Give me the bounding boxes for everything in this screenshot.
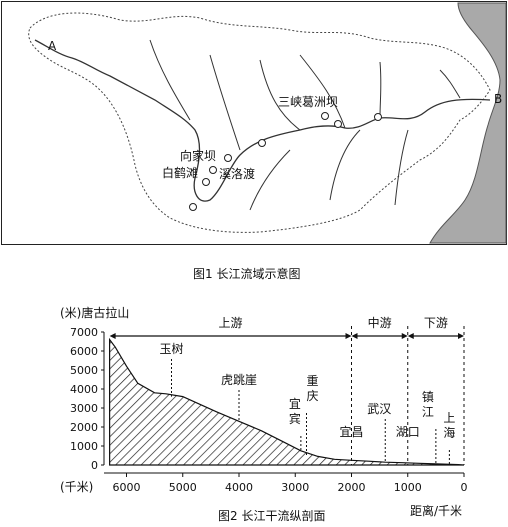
point-a-label: A bbox=[48, 39, 57, 53]
section-arrow-right bbox=[345, 333, 352, 339]
figure1-caption: 图1 长江流域示意图 bbox=[193, 267, 301, 281]
station-middle bbox=[258, 139, 266, 147]
section-arrow-right bbox=[401, 333, 408, 339]
section-label: 上游 bbox=[219, 316, 243, 330]
station-south bbox=[189, 203, 197, 211]
tributary bbox=[394, 129, 409, 206]
section-arrow-left bbox=[109, 333, 116, 339]
y-tick-label: 7000 bbox=[70, 326, 98, 339]
site-label-shanghai: 上海 bbox=[443, 411, 455, 440]
station-xiluodu bbox=[209, 166, 217, 174]
site-label-chongqing: 重庆 bbox=[306, 374, 318, 403]
x-tick-label: 4000 bbox=[225, 481, 253, 494]
tributary bbox=[149, 39, 191, 121]
y-tick-label: 2000 bbox=[70, 421, 98, 434]
tributary bbox=[329, 129, 361, 201]
x-tick-label: 5000 bbox=[169, 481, 197, 494]
site-label-wuhan: 武汉 bbox=[367, 402, 391, 416]
label-xiluodu: 溪洛渡 bbox=[219, 166, 255, 181]
sea-area bbox=[429, 2, 507, 244]
site-label-yushu: 玉树 bbox=[159, 341, 183, 356]
y-tick-label: 1000 bbox=[70, 440, 98, 453]
basin-map: A B 三峡葛洲坝 向家坝 白鹤滩 溪洛渡 bbox=[1, 1, 507, 245]
y-tick-label: 0 bbox=[91, 459, 98, 472]
map-frame bbox=[1, 1, 507, 245]
station-xiangjiaba bbox=[224, 154, 232, 162]
section-arrow-right bbox=[458, 333, 464, 339]
tributary bbox=[249, 149, 291, 211]
profile-chart: 7000 6000 5000 4000 3000 2000 1000 0 6000 5000 400… bbox=[60, 305, 468, 518]
basin-map-panel: A B 三峡葛洲坝 向家坝 白鹤滩 溪洛渡 图1 长江流域示意图 bbox=[0, 0, 508, 281]
profile-panel: 7000 6000 5000 4000 3000 2000 1000 0 6000 5000 400… bbox=[0, 300, 508, 523]
station-gezhouba bbox=[334, 120, 342, 128]
station-three-gorges bbox=[321, 112, 329, 120]
tributary bbox=[259, 59, 301, 131]
label-baihetan: 白鹤滩 bbox=[162, 165, 198, 180]
site-label-hukou: 湖口 bbox=[396, 424, 420, 439]
site-label-zhenjiang: 镇江 bbox=[422, 390, 434, 419]
x-tick-label: 0 bbox=[461, 481, 468, 494]
y-tick-label: 3000 bbox=[70, 402, 98, 415]
y-unit-label: (米)唐古拉山 bbox=[60, 305, 129, 320]
point-b-label: B bbox=[494, 92, 502, 106]
y-tick-label: 4000 bbox=[70, 383, 98, 396]
section-label: 下游 bbox=[424, 316, 448, 330]
tributary bbox=[379, 61, 382, 119]
tributary bbox=[209, 54, 241, 151]
profile-area-shape bbox=[108, 337, 465, 466]
tributary bbox=[439, 69, 461, 99]
section-arrow-left bbox=[407, 333, 414, 339]
basin-boundary bbox=[28, 12, 491, 233]
x-tick-label: 3000 bbox=[281, 481, 309, 494]
distance-label: 距离/千米 bbox=[410, 503, 462, 518]
x-tick-label: 1000 bbox=[394, 481, 422, 494]
site-label-hutiaoxia: 虎跳崖 bbox=[221, 373, 257, 387]
label-sanxia: 三峡葛洲坝 bbox=[278, 95, 338, 109]
site-label-yibin: 宜宾 bbox=[289, 396, 301, 426]
main-river bbox=[34, 39, 491, 202]
tributary bbox=[299, 54, 346, 129]
x-tick-label: 2000 bbox=[338, 481, 366, 494]
section-label: 中游 bbox=[368, 315, 392, 330]
station-baihetan bbox=[202, 178, 210, 186]
label-xiangjiaba: 向家坝 bbox=[180, 148, 216, 163]
x-unit-label: (千米) bbox=[60, 480, 93, 494]
figure2-caption: 图2 长江干流纵剖面 bbox=[218, 509, 326, 523]
x-tick-label: 6000 bbox=[113, 481, 141, 494]
station-east bbox=[374, 113, 382, 121]
y-tick-label: 6000 bbox=[70, 345, 98, 358]
site-label-yichang: 宜昌 bbox=[339, 424, 363, 439]
y-tick-label: 5000 bbox=[70, 364, 98, 377]
section-arrow-left bbox=[351, 333, 358, 339]
